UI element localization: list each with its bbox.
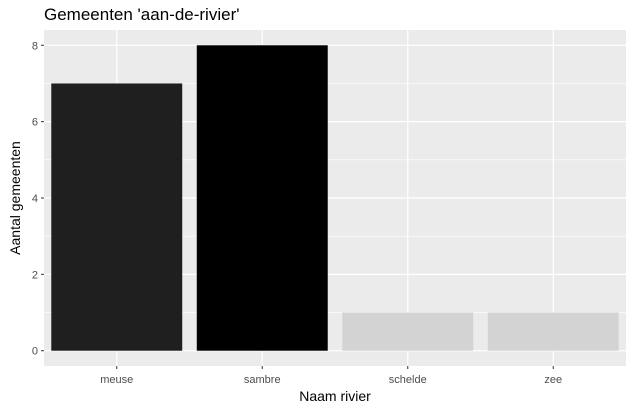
bar-sambre xyxy=(196,45,328,351)
x-axis-title: Naam rivier xyxy=(299,388,371,404)
bar-meuse xyxy=(51,83,183,351)
x-tick-label: zee xyxy=(544,374,562,386)
x-axis-ticks: meuse sambre schelde zee xyxy=(100,366,562,386)
bar-schelde xyxy=(342,312,474,351)
y-axis-title: Aantal gemeenten xyxy=(7,141,23,255)
bar-zee xyxy=(487,312,619,351)
chart-title: Gemeenten 'aan-de-rivier' xyxy=(44,5,240,24)
y-tick-label: 6 xyxy=(32,117,38,129)
bars xyxy=(51,45,619,351)
y-tick-label: 0 xyxy=(32,346,38,358)
x-tick-label: meuse xyxy=(100,374,133,386)
x-tick-label: schelde xyxy=(389,374,427,386)
y-tick-label: 8 xyxy=(32,40,38,52)
y-tick-label: 4 xyxy=(32,193,38,205)
x-tick-label: sambre xyxy=(244,374,281,386)
y-tick-label: 2 xyxy=(32,269,38,281)
y-axis-ticks: 0 2 4 6 8 xyxy=(32,40,44,358)
